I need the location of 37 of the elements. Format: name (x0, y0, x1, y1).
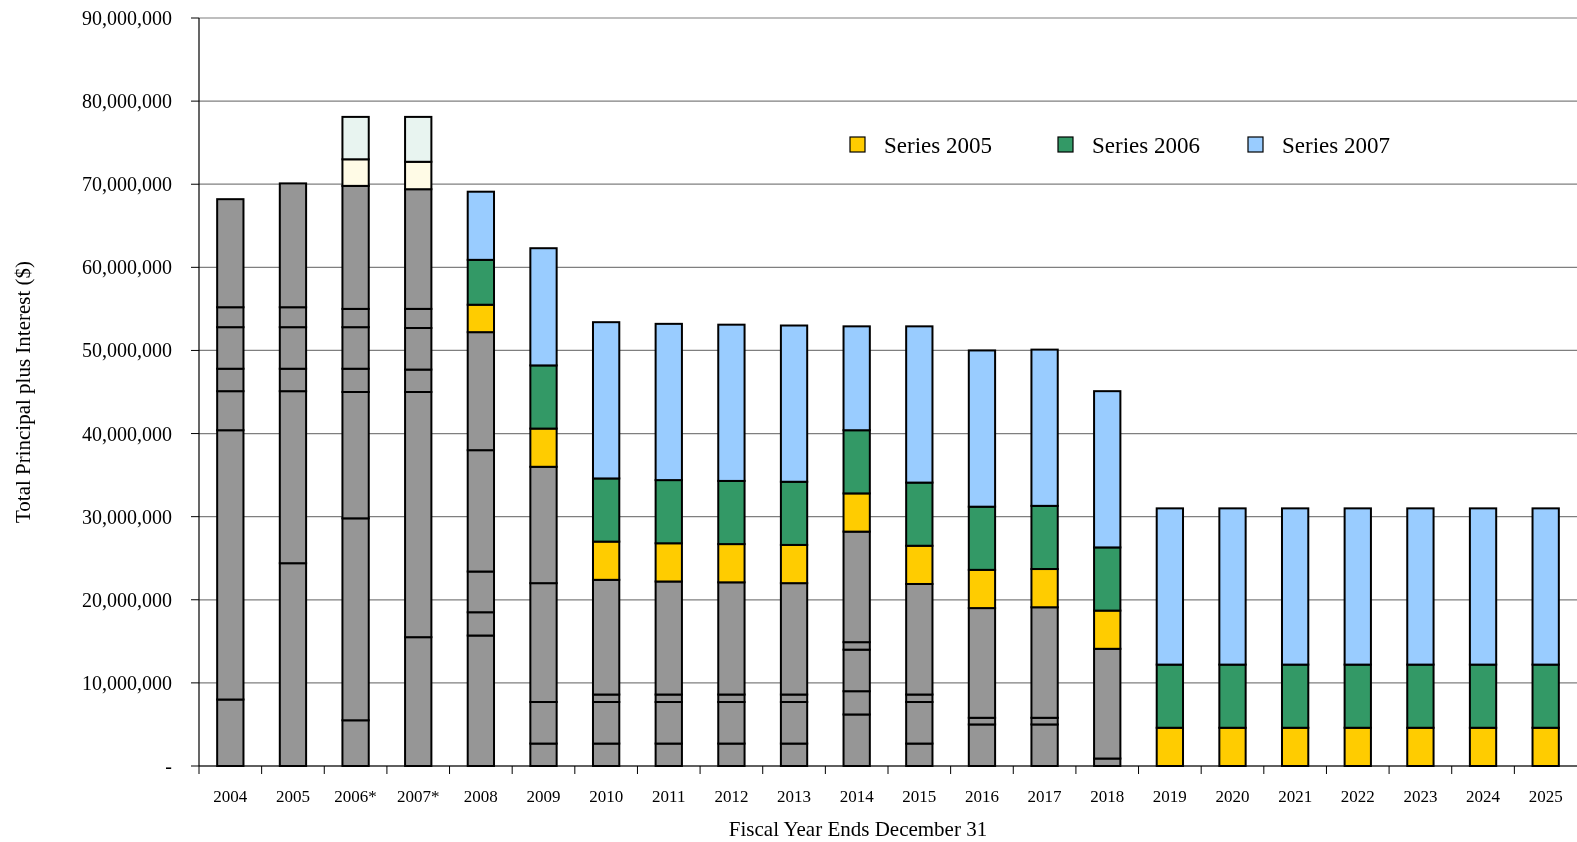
legend-label: Series 2005 (884, 133, 992, 159)
y-tick-label: 10,000,000 (82, 671, 172, 694)
y-tick-label: 30,000,000 (82, 505, 172, 528)
x-tick-label: 2014 (839, 787, 875, 806)
y-tick-label: 90,000,000 (82, 7, 172, 29)
y-tick-label: 40,000,000 (82, 422, 172, 445)
x-tick-label: 2015 (902, 787, 937, 806)
x-tick-label: 2022 (1340, 787, 1375, 806)
x-tick-label: 2023 (1403, 787, 1438, 806)
x-tick-label: 2016 (964, 787, 999, 806)
x-tick-label: 2011 (652, 787, 686, 806)
x-tick-label: 2025 (1528, 787, 1563, 806)
x-tick-label: 2008 (463, 787, 498, 806)
y-tick-label: 50,000,000 (82, 339, 172, 362)
x-tick-label: 2017 (1027, 787, 1063, 806)
y-axis-title: Total Principal plus Interest ($) (11, 260, 35, 524)
x-tick-label: 2004 (213, 787, 248, 806)
x-tick-label: 2007* (396, 787, 440, 806)
x-tick-label: 2024 (1466, 787, 1501, 806)
x-tick-label: 2013 (777, 787, 812, 806)
legend-label: Series 2006 (1092, 133, 1200, 159)
legend-label: Series 2007 (1282, 133, 1390, 159)
x-tick-label: 2019 (1152, 787, 1187, 806)
x-tick-label: 2010 (589, 787, 624, 806)
y-tick-label: 80,000,000 (82, 90, 172, 113)
y-tick-label: - (165, 755, 172, 777)
y-tick-label: 20,000,000 (82, 588, 172, 611)
x-tick-label: 2005 (275, 787, 310, 806)
x-tick-label: 2006* (334, 787, 377, 806)
x-axis-title: Fiscal Year Ends December 31 (728, 817, 988, 841)
x-tick-label: 2009 (526, 787, 561, 806)
y-tick-label: 70,000,000 (82, 173, 172, 196)
x-tick-label: 2020 (1215, 787, 1250, 806)
x-tick-label: 2012 (714, 787, 749, 806)
x-tick-label: 2021 (1278, 787, 1313, 806)
y-tick-label: 60,000,000 (82, 256, 172, 279)
x-tick-label: 2018 (1090, 787, 1125, 806)
